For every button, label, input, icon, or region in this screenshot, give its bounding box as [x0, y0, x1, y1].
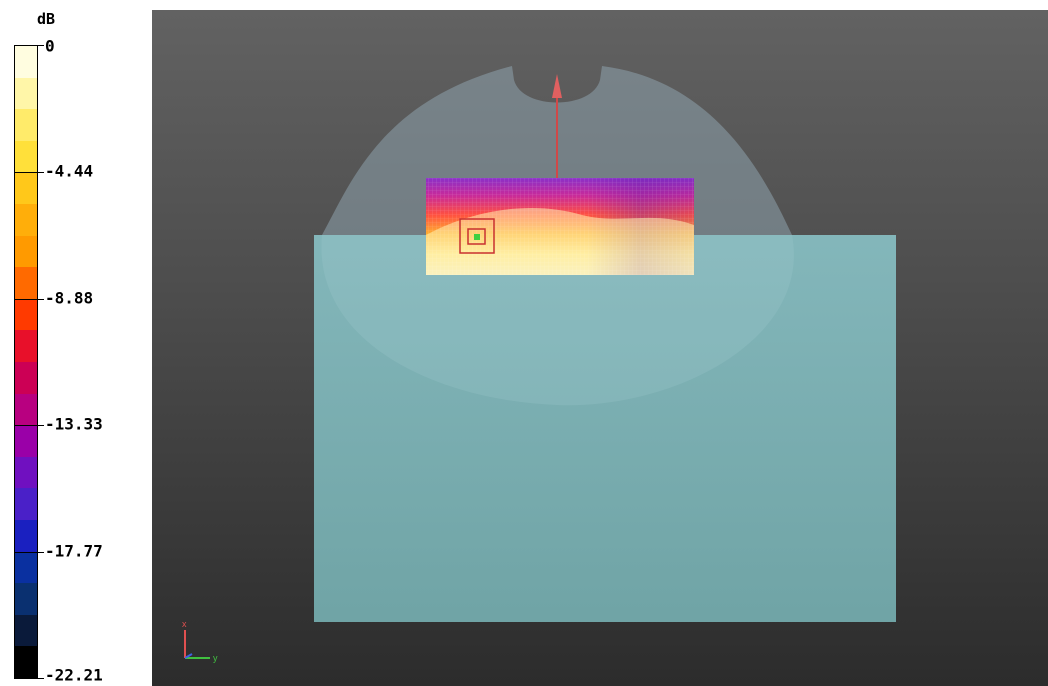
legend-color-segment — [15, 393, 37, 426]
legend-color-segment — [15, 456, 37, 489]
legend-tick-mark — [14, 299, 44, 300]
legend-tick-label-min: -22.21 — [45, 665, 103, 685]
3d-viewport[interactable]: x y — [152, 10, 1048, 686]
tissue-box — [314, 235, 896, 622]
legend-color-segment — [15, 46, 37, 78]
legend-tick-label: -4.44 — [45, 161, 94, 181]
scene-svg: x y — [182, 66, 896, 663]
legend-color-segment — [15, 140, 37, 173]
axis-x-label: x — [182, 619, 187, 629]
legend-color-segment — [15, 488, 37, 520]
legend-unit-label: dB — [37, 10, 56, 28]
legend-color-segment — [15, 203, 37, 236]
legend-tick-label-max: 0 — [45, 36, 55, 56]
legend-color-segment — [15, 267, 37, 299]
legend-color-segment — [15, 330, 37, 362]
legend-tick-mark — [14, 678, 44, 679]
legend-color-segment — [15, 77, 37, 110]
legend-color-segment — [15, 172, 37, 204]
legend-color-segment — [15, 583, 37, 615]
legend-color-segment — [15, 109, 37, 141]
legend-tick-label: -13.33 — [45, 414, 103, 434]
legend-color-segment — [15, 551, 37, 584]
axis-y-label: y — [213, 653, 218, 663]
color-legend: dB 0 -4.44 -8.88 -13.33 -17.77 -22.21 — [0, 0, 152, 686]
legend-color-bar — [14, 45, 38, 679]
legend-color-segment — [15, 298, 37, 331]
legend-tick-mark — [14, 552, 44, 553]
legend-tick-mark — [14, 425, 44, 426]
legend-color-segment — [15, 614, 37, 647]
legend-color-segment — [15, 235, 37, 268]
axis-triad: x y — [182, 619, 218, 663]
legend-tick-label: -17.77 — [45, 541, 103, 561]
legend-color-segment — [15, 646, 37, 678]
peak-marker-inner — [467, 228, 486, 245]
peak-point — [474, 234, 480, 240]
legend-color-segment — [15, 425, 37, 457]
legend-color-segment — [15, 519, 37, 552]
beam-arrow-head — [552, 74, 562, 98]
shell-overlay — [321, 235, 794, 406]
peak-marker-outer — [459, 218, 495, 254]
field-scan-area — [426, 178, 694, 275]
legend-color-segment — [15, 361, 37, 394]
legend-tick-mark — [14, 172, 44, 173]
legend-tick-label: -8.88 — [45, 288, 94, 308]
legend-tick-mark — [14, 45, 44, 46]
